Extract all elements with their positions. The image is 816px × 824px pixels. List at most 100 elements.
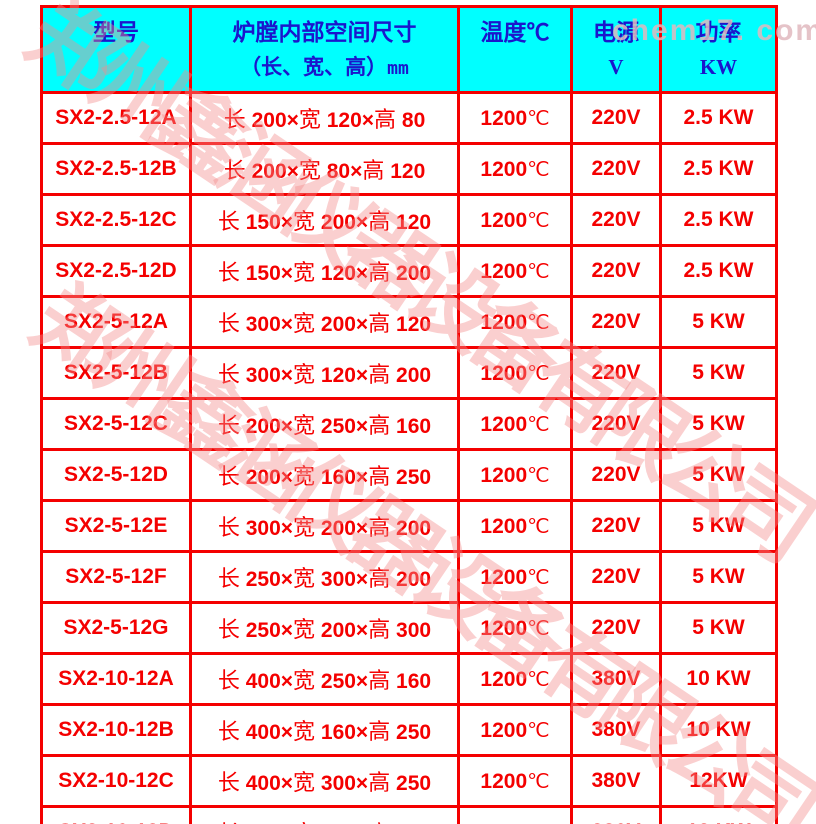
table-row: SX2-10-12C 长 400×宽 300×高 250 1200℃ 380V … bbox=[40, 754, 778, 808]
power-cell: 5 KW bbox=[659, 499, 778, 553]
temperature-cell: 1200℃ bbox=[457, 193, 573, 247]
power-cell: 10 KW bbox=[659, 652, 778, 706]
model-cell: SX2-10-12D bbox=[40, 805, 192, 824]
table-row: SX2-10-12D 长 400×宽 250×高 300 1200℃ 380V … bbox=[40, 805, 778, 824]
model-cell: SX2-5-12C bbox=[40, 397, 192, 451]
model-cell: SX2-2.5-12D bbox=[40, 244, 192, 298]
voltage-cell: 220V bbox=[570, 448, 662, 502]
model-cell: SX2-5-12E bbox=[40, 499, 192, 553]
voltage-cell: 220V bbox=[570, 397, 662, 451]
model-cell: SX2-5-12B bbox=[40, 346, 192, 400]
model-cell: SX2-2.5-12A bbox=[40, 91, 192, 145]
header-power-supply-label: 电源 bbox=[593, 19, 639, 45]
header-power-unit: KW bbox=[699, 55, 738, 79]
table-row: SX2-10-12B 长 400×宽 160×高 250 1200℃ 380V … bbox=[40, 703, 778, 757]
temperature-cell: 1200℃ bbox=[457, 550, 573, 604]
power-cell: 5 KW bbox=[659, 295, 778, 349]
dims-cell: 长 400×宽 250×高 160 bbox=[189, 652, 460, 706]
dims-cell: 长 300×宽 120×高 200 bbox=[189, 346, 460, 400]
power-cell: 12 KW bbox=[659, 805, 778, 824]
voltage-cell: 220V bbox=[570, 193, 662, 247]
table-row: SX2-2.5-12D 长 150×宽 120×高 200 1200℃ 220V… bbox=[40, 244, 778, 298]
voltage-cell: 220V bbox=[570, 295, 662, 349]
model-cell: SX2-10-12B bbox=[40, 703, 192, 757]
model-cell: SX2-5-12G bbox=[40, 601, 192, 655]
spec-table: 型号 炉膛内部空间尺寸 （长、宽、高）mm 温度℃ 电源 V 功率 KW bbox=[40, 5, 778, 824]
dims-cell: 长 400×宽 160×高 250 bbox=[189, 703, 460, 757]
model-cell: SX2-10-12A bbox=[40, 652, 192, 706]
power-cell: 2.5 KW bbox=[659, 193, 778, 247]
table-row: SX2-5-12F 长 250×宽 300×高 200 1200℃ 220V 5… bbox=[40, 550, 778, 604]
header-power-label: 功率 bbox=[695, 19, 742, 45]
power-cell: 10 KW bbox=[659, 703, 778, 757]
temperature-cell: 1200℃ bbox=[457, 397, 573, 451]
dims-cell: 长 400×宽 250×高 300 bbox=[189, 805, 460, 824]
table-row: SX2-5-12E 长 300×宽 200×高 200 1200℃ 220V 5… bbox=[40, 499, 778, 553]
table-row: SX2-5-12B 长 300×宽 120×高 200 1200℃ 220V 5… bbox=[40, 346, 778, 400]
table-row: SX2-5-12C 长 200×宽 250×高 160 1200℃ 220V 5… bbox=[40, 397, 778, 451]
temperature-cell: 1200℃ bbox=[457, 601, 573, 655]
model-cell: SX2-5-12A bbox=[40, 295, 192, 349]
voltage-cell: 380V bbox=[570, 754, 662, 808]
table-row: SX2-5-12A 长 300×宽 200×高 120 1200℃ 220V 5… bbox=[40, 295, 778, 349]
voltage-cell: 380V bbox=[570, 805, 662, 824]
power-cell: 5 KW bbox=[659, 397, 778, 451]
dims-cell: 长 200×宽 120×高 80 bbox=[189, 91, 460, 145]
dims-cell: 长 200×宽 160×高 250 bbox=[189, 448, 460, 502]
model-cell: SX2-2.5-12C bbox=[40, 193, 192, 247]
header-row: 型号 炉膛内部空间尺寸 （长、宽、高）mm 温度℃ 电源 V 功率 KW bbox=[40, 5, 778, 94]
power-cell: 5 KW bbox=[659, 346, 778, 400]
table-row: SX2-2.5-12B 长 200×宽 80×高 120 1200℃ 220V … bbox=[40, 142, 778, 196]
dims-cell: 长 150×宽 200×高 120 bbox=[189, 193, 460, 247]
header-power-supply: 电源 V bbox=[570, 5, 662, 94]
power-cell: 2.5 KW bbox=[659, 142, 778, 196]
voltage-cell: 220V bbox=[570, 91, 662, 145]
temperature-cell: 1200℃ bbox=[457, 652, 573, 706]
temperature-cell: 1200℃ bbox=[457, 703, 573, 757]
dims-cell: 长 250×宽 300×高 200 bbox=[189, 550, 460, 604]
voltage-cell: 220V bbox=[570, 550, 662, 604]
voltage-cell: 220V bbox=[570, 601, 662, 655]
dims-cell: 长 200×宽 250×高 160 bbox=[189, 397, 460, 451]
header-temperature: 温度℃ bbox=[457, 5, 573, 94]
voltage-cell: 220V bbox=[570, 346, 662, 400]
dims-cell: 长 250×宽 200×高 300 bbox=[189, 601, 460, 655]
temperature-cell: 1200℃ bbox=[457, 448, 573, 502]
header-temperature-label: 温度℃ bbox=[480, 19, 550, 45]
table-row: SX2-2.5-12C 长 150×宽 200×高 120 1200℃ 220V… bbox=[40, 193, 778, 247]
model-cell: SX2-5-12F bbox=[40, 550, 192, 604]
voltage-cell: 380V bbox=[570, 703, 662, 757]
model-cell: SX2-2.5-12B bbox=[40, 142, 192, 196]
header-chamber-line2: （长、宽、高）mm bbox=[194, 55, 456, 79]
temperature-cell: 1200℃ bbox=[457, 142, 573, 196]
voltage-cell: 380V bbox=[570, 652, 662, 706]
temperature-cell: 1200℃ bbox=[457, 499, 573, 553]
power-cell: 12KW bbox=[659, 754, 778, 808]
dims-cell: 长 150×宽 120×高 200 bbox=[189, 244, 460, 298]
header-chamber-size: 炉膛内部空间尺寸 （长、宽、高）mm bbox=[189, 5, 460, 94]
temperature-cell: 1200℃ bbox=[457, 295, 573, 349]
dims-cell: 长 300×宽 200×高 200 bbox=[189, 499, 460, 553]
power-cell: 2.5 KW bbox=[659, 91, 778, 145]
header-power-supply-unit: V bbox=[608, 55, 624, 79]
temperature-cell: 1200℃ bbox=[457, 754, 573, 808]
power-cell: 2.5 KW bbox=[659, 244, 778, 298]
table-row: SX2-5-12G 长 250×宽 200×高 300 1200℃ 220V 5… bbox=[40, 601, 778, 655]
header-chamber-dims: （长、宽、高） bbox=[240, 55, 388, 79]
voltage-cell: 220V bbox=[570, 244, 662, 298]
model-cell: SX2-5-12D bbox=[40, 448, 192, 502]
dims-cell: 长 300×宽 200×高 120 bbox=[189, 295, 460, 349]
header-chamber-unit: mm bbox=[387, 58, 409, 79]
model-cell: SX2-10-12C bbox=[40, 754, 192, 808]
temperature-cell: 1200℃ bbox=[457, 91, 573, 145]
voltage-cell: 220V bbox=[570, 142, 662, 196]
table-row: SX2-10-12A 长 400×宽 250×高 160 1200℃ 380V … bbox=[40, 652, 778, 706]
header-model-label: 型号 bbox=[93, 19, 139, 45]
dims-cell: 长 200×宽 80×高 120 bbox=[189, 142, 460, 196]
table-row: SX2-2.5-12A 长 200×宽 120×高 80 1200℃ 220V … bbox=[40, 91, 778, 145]
power-cell: 5 KW bbox=[659, 550, 778, 604]
temperature-cell: 1200℃ bbox=[457, 346, 573, 400]
table-row: SX2-5-12D 长 200×宽 160×高 250 1200℃ 220V 5… bbox=[40, 448, 778, 502]
header-model: 型号 bbox=[40, 5, 192, 94]
